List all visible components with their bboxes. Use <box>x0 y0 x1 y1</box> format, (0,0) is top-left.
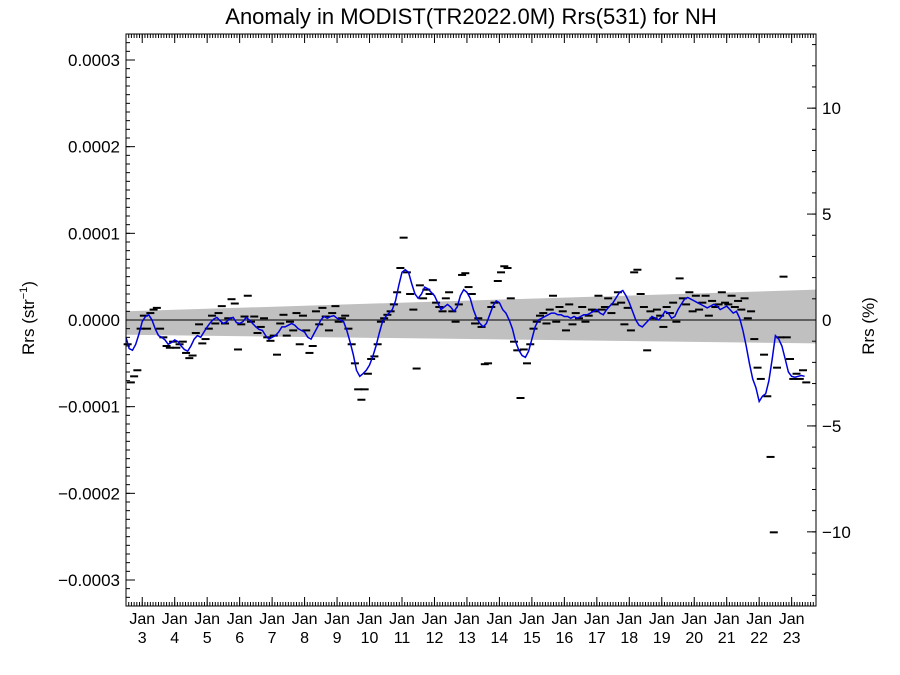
x-tick-month-label: Jan <box>129 611 155 628</box>
x-tick-month-label: Jan <box>519 611 545 628</box>
x-tick-year-label: 21 <box>718 630 736 647</box>
left-tick-label: 0.0001 <box>68 224 120 243</box>
right-tick-label: 0 <box>822 311 831 330</box>
chart-title: Anomaly in MODIST(TR2022.0M) Rrs(531) fo… <box>225 4 716 29</box>
x-tick-year-label: 11 <box>394 630 411 647</box>
x-tick-month-label: Jan <box>357 611 383 628</box>
x-tick-year-label: 20 <box>685 630 703 647</box>
left-tick-label: 0.0003 <box>68 51 120 70</box>
y-axis-label-left-superscript: −1 <box>18 287 30 300</box>
x-tick-month-label: Jan <box>487 611 513 628</box>
right-tick-label: −10 <box>822 523 851 542</box>
y-axis-label-left: Rrs (str−1) <box>18 281 38 355</box>
x-tick-year-label: 6 <box>235 630 244 647</box>
x-tick-year-label: 18 <box>620 630 638 647</box>
x-tick-year-label: 9 <box>333 630 342 647</box>
x-tick-month-label: Jan <box>324 611 350 628</box>
bottom-axis: Jan 3 Jan 4 Jan 5 Jan 6 Jan 7 Jan 8 Jan 9 Jan 10 Jan 11 Ja… <box>125 34 817 647</box>
x-tick-month-label: Jan <box>227 611 253 628</box>
x-tick-month-label: Jan <box>194 611 220 628</box>
x-tick-month-label: Jan <box>551 611 577 628</box>
plot-area <box>123 33 817 607</box>
x-tick-month-label: Jan <box>389 611 415 628</box>
x-tick-month-label: Jan <box>584 611 610 628</box>
right-tick-label: 10 <box>822 99 841 118</box>
x-tick-year-label: 8 <box>300 630 309 647</box>
x-tick-month-label: Jan <box>454 611 480 628</box>
confidence-band <box>126 289 816 344</box>
x-tick-month-label: Jan <box>259 611 285 628</box>
confidence-band-layer <box>126 289 816 344</box>
x-tick-year-label: 13 <box>458 630 476 647</box>
left-tick-label: −0.0003 <box>58 571 120 590</box>
x-tick-year-label: 5 <box>203 630 212 647</box>
x-tick-year-label: 3 <box>138 630 147 647</box>
x-tick-month-label: Jan <box>779 611 805 628</box>
x-tick-month-label: Jan <box>681 611 707 628</box>
x-tick-month-label: Jan <box>422 611 448 628</box>
x-tick-month-label: Jan <box>162 611 188 628</box>
x-tick-month-label: Jan <box>292 611 318 628</box>
left-tick-label: 0.0002 <box>68 138 120 157</box>
x-tick-month-label: Jan <box>746 611 772 628</box>
x-tick-year-label: 19 <box>653 630 671 647</box>
y-axis-label-right: Rrs (%) <box>859 297 878 355</box>
smoothed-series-line <box>125 268 805 404</box>
x-tick-year-label: 10 <box>361 630 379 647</box>
x-tick-year-label: 16 <box>555 630 573 647</box>
smoothed-line-layer <box>125 268 805 404</box>
left-tick-label: −0.0001 <box>58 398 120 417</box>
x-tick-year-label: 22 <box>750 630 768 647</box>
x-tick-year-label: 17 <box>588 630 606 647</box>
y-axis-label-left-close: ) <box>19 281 38 287</box>
y-axis-label-left-text: Rrs (str <box>19 299 38 355</box>
x-tick-month-label: Jan <box>616 611 642 628</box>
left-tick-label: 0.0000 <box>68 311 120 330</box>
x-tick-year-label: 23 <box>783 630 801 647</box>
x-tick-year-label: 14 <box>491 630 509 647</box>
x-tick-month-label: Jan <box>714 611 740 628</box>
right-axis: 10 5 0 −5 −10 <box>807 44 851 596</box>
right-tick-label: −5 <box>822 417 841 436</box>
left-axis: 0.0003 0.0002 0.0001 0.0000 −0.0001 −0.0002 −0… <box>58 42 135 607</box>
data-markers-layer <box>123 236 811 534</box>
x-tick-year-label: 4 <box>170 630 179 647</box>
right-tick-label: 5 <box>822 205 831 224</box>
x-tick-year-label: 12 <box>426 630 444 647</box>
x-tick-month-label: Jan <box>649 611 675 628</box>
x-tick-year-label: 15 <box>523 630 541 647</box>
left-tick-label: −0.0002 <box>58 484 120 503</box>
x-tick-year-label: 7 <box>268 630 277 647</box>
